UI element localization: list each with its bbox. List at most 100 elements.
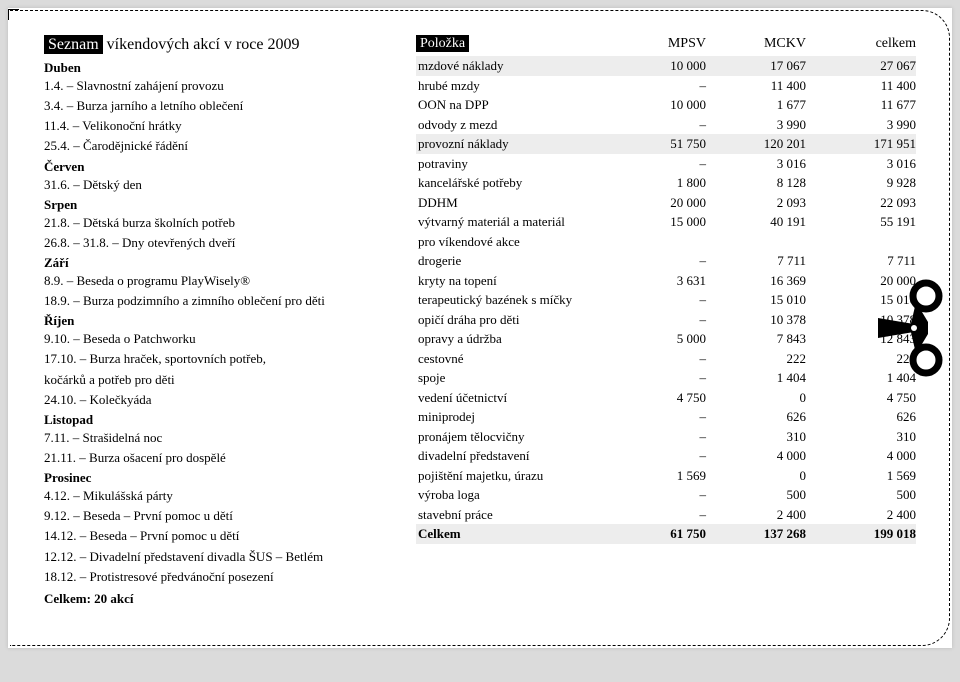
row-label: výtvarný materiál a materiál bbox=[416, 212, 606, 232]
row-label: divadelní představení bbox=[416, 446, 606, 466]
row-value: – bbox=[606, 310, 706, 330]
event-item: 11.4. – Velikonoční hrátky bbox=[44, 116, 396, 136]
row-value: 10 378 bbox=[706, 310, 806, 330]
row-value: 199 018 bbox=[806, 524, 916, 544]
row-value: 11 400 bbox=[706, 76, 806, 96]
row-value: 626 bbox=[806, 407, 916, 427]
event-item: 31.6. – Dětský den bbox=[44, 175, 396, 195]
table-row: opravy a údržba5 0007 84312 843 bbox=[416, 329, 916, 349]
row-value: 1 569 bbox=[606, 466, 706, 486]
event-item: 21.8. – Dětská burza školních potřeb bbox=[44, 213, 396, 233]
event-item: 21.11. – Burza ošacení pro dospělé bbox=[44, 448, 396, 468]
row-value: – bbox=[606, 251, 706, 271]
table-body: mzdové náklady10 00017 06727 067hrubé mz… bbox=[416, 56, 916, 544]
row-value: 5 000 bbox=[606, 329, 706, 349]
row-value: 1 800 bbox=[606, 173, 706, 193]
row-value: 310 bbox=[806, 427, 916, 447]
table-row: opičí dráha pro děti–10 37810 378 bbox=[416, 310, 916, 330]
right-column: Položka MPSV MCKV celkem mzdové náklady1… bbox=[416, 36, 916, 624]
row-value: 3 990 bbox=[706, 115, 806, 135]
row-label: kryty na topení bbox=[416, 271, 606, 291]
row-label: odvody z mezd bbox=[416, 115, 606, 135]
table-row: cestovné–222222 bbox=[416, 349, 916, 369]
table-row: potraviny–3 0163 016 bbox=[416, 154, 916, 174]
table-row: vedení účetnictví4 75004 750 bbox=[416, 388, 916, 408]
row-label: provozní náklady bbox=[416, 134, 606, 154]
row-value: 10 000 bbox=[606, 95, 706, 115]
row-value: 17 067 bbox=[706, 56, 806, 76]
table-row: drogerie–7 7117 711 bbox=[416, 251, 916, 271]
table-header: Položka MPSV MCKV celkem bbox=[416, 36, 916, 52]
month-heading: Srpen bbox=[44, 197, 396, 213]
event-item: 3.4. – Burza jarního a letního oblečení bbox=[44, 96, 396, 116]
header-col-total: celkem bbox=[806, 36, 916, 52]
event-item: 4.12. – Mikulášská párty bbox=[44, 486, 396, 506]
row-value bbox=[806, 232, 916, 252]
month-heading: Listopad bbox=[44, 412, 396, 428]
event-item: 17.10. – Burza hraček, sportovních potře… bbox=[44, 349, 396, 369]
row-label: opičí dráha pro děti bbox=[416, 310, 606, 330]
event-item: kočárků a potřeb pro děti bbox=[44, 370, 396, 390]
table-row: odvody z mezd–3 9903 990 bbox=[416, 115, 916, 135]
row-value: 20 000 bbox=[606, 193, 706, 213]
row-value: 3 990 bbox=[806, 115, 916, 135]
row-label: DDHM bbox=[416, 193, 606, 213]
table-row: stavební práce–2 4002 400 bbox=[416, 505, 916, 525]
row-value: 3 631 bbox=[606, 271, 706, 291]
row-value: 222 bbox=[706, 349, 806, 369]
row-value: – bbox=[606, 427, 706, 447]
table-row: výtvarný materiál a materiál15 00040 191… bbox=[416, 212, 916, 232]
row-label: pojištění majetku, úrazu bbox=[416, 466, 606, 486]
title-rest: víkendových akcí v roce 2009 bbox=[103, 36, 300, 53]
event-item: 12.12. – Divadelní představení divadla Š… bbox=[44, 547, 396, 567]
table-row: pro víkendové akce bbox=[416, 232, 916, 252]
event-item: 7.11. – Strašidelná noc bbox=[44, 428, 396, 448]
row-value: – bbox=[606, 505, 706, 525]
row-value: 15 000 bbox=[606, 212, 706, 232]
row-value: 310 bbox=[706, 427, 806, 447]
event-item: 1.4. – Slavnostní zahájení provozu bbox=[44, 76, 396, 96]
row-value: 2 093 bbox=[706, 193, 806, 213]
row-label: miniprodej bbox=[416, 407, 606, 427]
row-value: – bbox=[606, 349, 706, 369]
row-value: 171 951 bbox=[806, 134, 916, 154]
row-label: vedení účetnictví bbox=[416, 388, 606, 408]
row-value: 55 191 bbox=[806, 212, 916, 232]
row-value: 15 010 bbox=[706, 290, 806, 310]
table-row: spoje–1 4041 404 bbox=[416, 368, 916, 388]
table-row: pojištění majetku, úrazu1 56901 569 bbox=[416, 466, 916, 486]
table-row: kancelářské potřeby1 8008 1289 928 bbox=[416, 173, 916, 193]
row-value: 27 067 bbox=[806, 56, 916, 76]
row-value: – bbox=[606, 368, 706, 388]
left-column: Seznam víkendových akcí v roce 2009 Dube… bbox=[44, 36, 416, 624]
row-value: 500 bbox=[706, 485, 806, 505]
row-label: potraviny bbox=[416, 154, 606, 174]
header-col-mckv: MCKV bbox=[706, 36, 806, 52]
row-value: – bbox=[606, 115, 706, 135]
row-label: cestovné bbox=[416, 349, 606, 369]
row-value: 11 677 bbox=[806, 95, 916, 115]
row-value: 10 000 bbox=[606, 56, 706, 76]
row-label: Celkem bbox=[416, 524, 606, 544]
month-heading: Září bbox=[44, 255, 396, 271]
row-label: pro víkendové akce bbox=[416, 232, 606, 252]
event-item: 9.10. – Beseda o Patchworku bbox=[44, 329, 396, 349]
events-total: Celkem: 20 akcí bbox=[44, 589, 396, 609]
row-value: 7 843 bbox=[706, 329, 806, 349]
row-value: 1 404 bbox=[706, 368, 806, 388]
row-value: 16 369 bbox=[706, 271, 806, 291]
row-label: terapeutický bazének s míčky bbox=[416, 290, 606, 310]
table-row: provozní náklady51 750120 201171 951 bbox=[416, 134, 916, 154]
table-row: divadelní představení–4 0004 000 bbox=[416, 446, 916, 466]
month-heading: Říjen bbox=[44, 313, 396, 329]
events-list: Duben1.4. – Slavnostní zahájení provozu3… bbox=[44, 60, 396, 587]
row-label: OON na DPP bbox=[416, 95, 606, 115]
row-value: 11 400 bbox=[806, 76, 916, 96]
row-value: 7 711 bbox=[706, 251, 806, 271]
table-row: miniprodej–626626 bbox=[416, 407, 916, 427]
row-value: 120 201 bbox=[706, 134, 806, 154]
row-value: 61 750 bbox=[606, 524, 706, 544]
table-row: DDHM20 0002 09322 093 bbox=[416, 193, 916, 213]
row-value: 2 400 bbox=[806, 505, 916, 525]
row-value: – bbox=[606, 407, 706, 427]
